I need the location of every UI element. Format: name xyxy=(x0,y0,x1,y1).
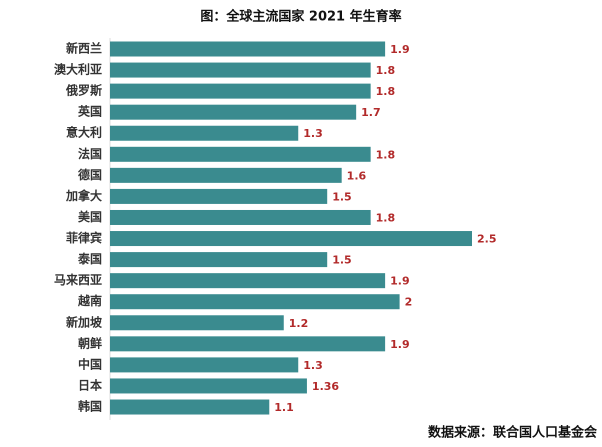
bar xyxy=(110,146,371,162)
value-label: 1.6 xyxy=(347,169,367,182)
bar xyxy=(110,378,307,394)
bar xyxy=(110,167,342,183)
bar xyxy=(110,357,299,373)
value-label: 1.3 xyxy=(303,359,323,372)
category-label: 菲律宾 xyxy=(66,230,102,245)
bar xyxy=(110,231,472,247)
value-label: 1.9 xyxy=(390,338,410,351)
value-label: 1.8 xyxy=(376,148,396,161)
category-label: 日本 xyxy=(78,377,102,392)
category-label: 马来西亚 xyxy=(54,272,102,287)
bar xyxy=(110,104,357,120)
category-label: 法国 xyxy=(78,146,102,161)
bar xyxy=(110,294,400,310)
category-label: 中国 xyxy=(78,356,102,371)
chart-title: 图：全球主流国家 2021 年生育率 xyxy=(200,9,401,25)
bar xyxy=(110,83,371,99)
value-label: 1.36 xyxy=(312,380,339,393)
value-label: 1.9 xyxy=(390,275,410,288)
bar xyxy=(110,188,328,204)
value-label: 1.7 xyxy=(361,106,381,119)
bar xyxy=(110,62,371,78)
category-label: 泰国 xyxy=(77,251,102,266)
category-label: 越南 xyxy=(77,293,102,308)
value-label: 1.5 xyxy=(332,190,352,203)
bar xyxy=(110,399,270,415)
category-label: 澳大利亚 xyxy=(54,62,102,77)
bar xyxy=(110,209,371,225)
bar xyxy=(110,41,386,57)
category-label: 新西兰 xyxy=(66,41,102,56)
category-label: 意大利 xyxy=(66,125,102,140)
value-label: 1.8 xyxy=(376,211,396,224)
category-label: 英国 xyxy=(78,104,102,119)
source-note: 数据来源：联合国人口基金会 xyxy=(428,425,598,441)
bar xyxy=(110,252,328,268)
value-label: 1.1 xyxy=(274,401,294,414)
category-label: 韩国 xyxy=(78,399,102,414)
value-label: 1.9 xyxy=(390,43,410,56)
value-label: 1.8 xyxy=(376,64,396,77)
bar xyxy=(110,315,284,331)
value-label: 2 xyxy=(405,296,413,309)
category-label: 新加坡 xyxy=(66,314,103,329)
value-label: 1.2 xyxy=(289,317,309,330)
bar xyxy=(110,273,386,289)
bar xyxy=(110,125,299,141)
category-label: 朝鲜 xyxy=(78,335,102,350)
category-label: 加拿大 xyxy=(65,188,102,203)
bar xyxy=(110,336,386,352)
category-label: 美国 xyxy=(78,209,102,224)
value-label: 1.3 xyxy=(303,127,323,140)
category-label: 俄罗斯 xyxy=(65,83,102,98)
category-label: 德国 xyxy=(78,167,102,182)
value-label: 2.5 xyxy=(477,233,497,246)
value-label: 1.8 xyxy=(376,85,396,98)
value-label: 1.5 xyxy=(332,254,352,267)
